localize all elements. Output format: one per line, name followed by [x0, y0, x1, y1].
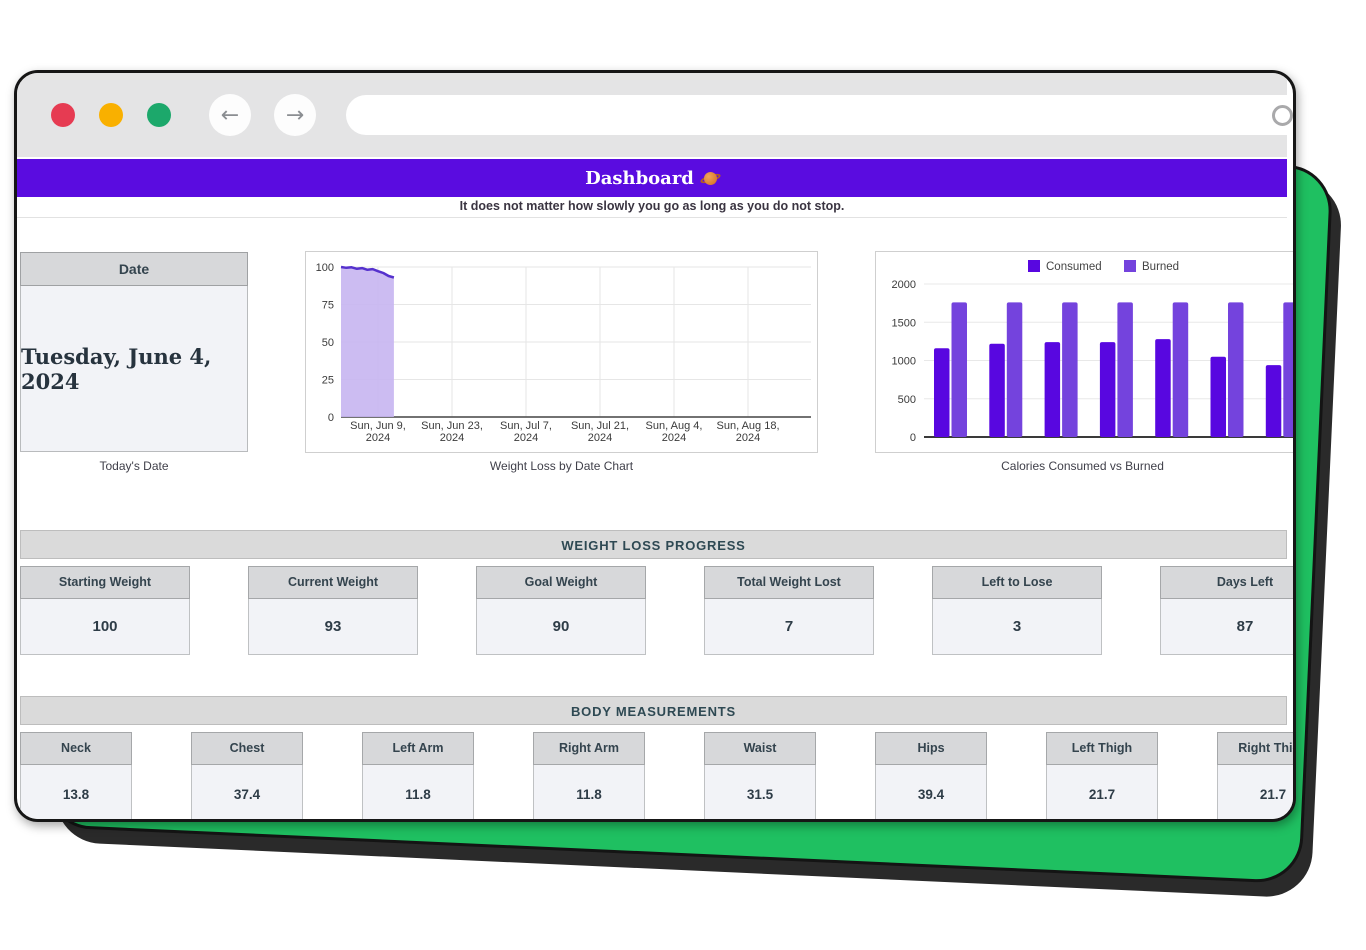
stat-card-label: Days Left [1160, 566, 1293, 599]
stat-card: Total Weight Lost 7 [704, 566, 874, 655]
svg-text:Sun, Aug 4,2024: Sun, Aug 4, 2024 [646, 420, 703, 444]
window-minimize-button[interactable] [99, 103, 123, 127]
date-widget: Date Tuesday, June 4, 2024 [20, 252, 248, 452]
weight-loss-chart: Sun, Jun 9, 2024 Sun, Jun 23, 2024 Sun, Jul … [316, 262, 811, 444]
svg-text:25: 25 [322, 375, 334, 387]
stat-card-label: Left Thigh [1046, 732, 1158, 765]
stat-card: Left to Lose 3 [932, 566, 1102, 655]
svg-text:Sun, Jul 21,2024: Sun, Jul 21, 2024 [571, 420, 629, 444]
svg-text:Sun, Jul 7,2024: Sun, Jul 7, 2024 [500, 420, 552, 444]
calorie-chart-panel: 0 500 1000 1500 2000 Consumed Burned [875, 251, 1293, 453]
stat-card-value: 11.8 [362, 765, 474, 819]
back-button[interactable]: ← [209, 94, 251, 136]
svg-text:Sun, Aug 18,2024: Sun, Aug 18, 2024 [717, 420, 780, 444]
stat-card: Days Left 87 [1160, 566, 1293, 655]
forward-arrow-icon: → [285, 102, 305, 128]
stat-card-label: Hips [875, 732, 987, 765]
stat-card-label: Total Weight Lost [704, 566, 874, 599]
svg-text:Burned: Burned [1142, 261, 1179, 273]
stat-card: Hips 39.4 [875, 732, 987, 819]
svg-text:50: 50 [322, 337, 334, 349]
planet-icon [699, 170, 722, 187]
page-title: Dashboard [585, 167, 694, 189]
url-bar[interactable] [346, 95, 1293, 135]
forward-button[interactable]: → [274, 94, 316, 136]
stat-card: Neck 13.8 [20, 732, 132, 819]
stat-card-value: 100 [20, 599, 190, 655]
stat-card-label: Right Thigh [1217, 732, 1293, 765]
stat-card: Starting Weight 100 [20, 566, 190, 655]
stat-card-label: Waist [704, 732, 816, 765]
stat-card-value: 87 [1160, 599, 1293, 655]
browser-chrome-bar: ← → [17, 73, 1293, 157]
svg-text:2000: 2000 [892, 279, 916, 291]
stat-card: Left Thigh 21.7 [1046, 732, 1158, 819]
svg-text:1500: 1500 [892, 317, 916, 329]
body-measurements-cards: Neck 13.8 Chest 37.4 Left Arm 11.8 Right Arm 11… [20, 732, 1293, 819]
stat-card-label: Goal Weight [476, 566, 646, 599]
svg-text:100: 100 [316, 262, 334, 274]
svg-text:Sun, Jun 23,2024: Sun, Jun 23, 2024 [421, 420, 483, 444]
body-measurements-banner: BODY MEASUREMENTS [20, 696, 1287, 725]
svg-text:Consumed: Consumed [1046, 261, 1102, 273]
stat-card-value: 93 [248, 599, 418, 655]
svg-text:0: 0 [910, 432, 916, 444]
stat-card-value: 7 [704, 599, 874, 655]
search-icon [1272, 105, 1293, 126]
stat-card: Right Arm 11.8 [533, 732, 645, 819]
stat-card: Goal Weight 90 [476, 566, 646, 655]
stat-card: Chest 37.4 [191, 732, 303, 819]
stat-card-value: 3 [932, 599, 1102, 655]
stat-card-label: Left Arm [362, 732, 474, 765]
stat-card-label: Right Arm [533, 732, 645, 765]
stat-card-value: 13.8 [20, 765, 132, 819]
stat-card: Left Arm 11.8 [362, 732, 474, 819]
back-arrow-icon: ← [220, 102, 240, 128]
stat-card: Waist 31.5 [704, 732, 816, 819]
svg-text:1000: 1000 [892, 356, 916, 368]
calorie-chart-caption: Calories Consumed vs Burned [1001, 459, 1164, 473]
dashboard-header: Dashboard [17, 159, 1287, 197]
weight-chart-panel: Sun, Jun 9, 2024 Sun, Jun 23, 2024 Sun, Jul … [305, 251, 818, 453]
motivational-quote: It does not matter how slowly you go as … [17, 197, 1287, 218]
stat-card-value: 39.4 [875, 765, 987, 819]
stat-card: Current Weight 93 [248, 566, 418, 655]
stat-card-value: 21.7 [1046, 765, 1158, 819]
stat-card-value: 11.8 [533, 765, 645, 819]
date-widget-header: Date [20, 252, 248, 286]
date-widget-caption: Today's Date [99, 459, 169, 473]
calories-chart: 0 500 1000 1500 2000 Consumed Burned [892, 260, 1293, 444]
window-maximize-button[interactable] [147, 103, 171, 127]
weight-loss-progress-cards: Starting Weight 100 Current Weight 93 Goal W… [20, 566, 1293, 655]
weight-loss-progress-banner: WEIGHT LOSS PROGRESS [20, 530, 1287, 559]
svg-text:75: 75 [322, 300, 334, 312]
stat-card-label: Current Weight [248, 566, 418, 599]
current-date-value: Tuesday, June 4, 2024 [21, 343, 212, 394]
stat-card-label: Left to Lose [932, 566, 1102, 599]
svg-text:500: 500 [898, 394, 916, 406]
stat-card-label: Chest [191, 732, 303, 765]
svg-text:Sun, Jun 9,2024: Sun, Jun 9, 2024 [350, 420, 406, 444]
stat-card-label: Starting Weight [20, 566, 190, 599]
svg-text:0: 0 [328, 412, 334, 424]
stat-card-value: 31.5 [704, 765, 816, 819]
stat-card-value: 37.4 [191, 765, 303, 819]
stat-card-value: 90 [476, 599, 646, 655]
stat-card-value: 21.7 [1217, 765, 1293, 819]
browser-window: ← → Dashboard It does not matter how slo… [14, 70, 1296, 822]
stat-card-label: Neck [20, 732, 132, 765]
window-close-button[interactable] [51, 103, 75, 127]
weight-chart-caption: Weight Loss by Date Chart [489, 459, 634, 473]
